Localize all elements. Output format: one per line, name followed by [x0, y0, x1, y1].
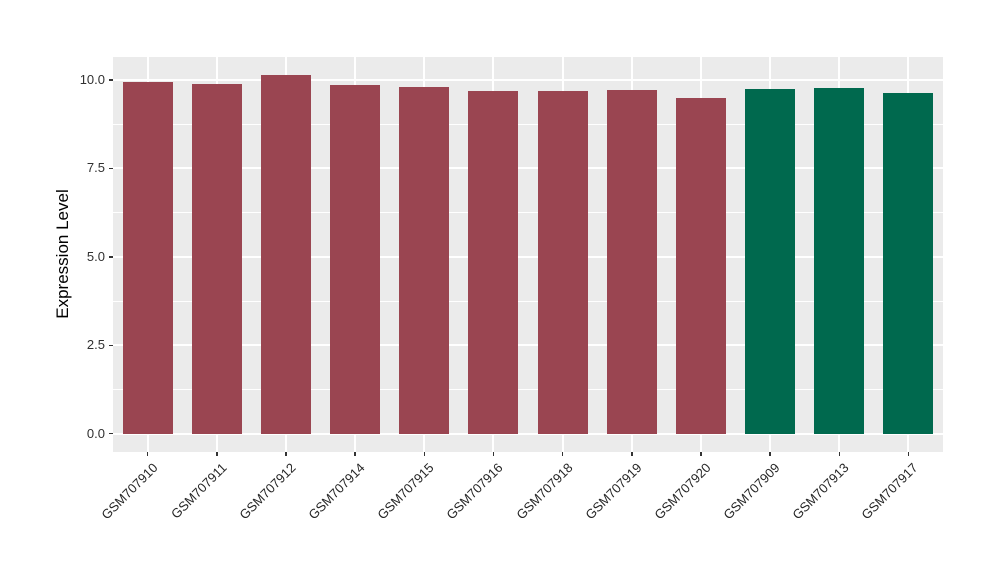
x-tick-label: GSM707909 — [720, 460, 783, 523]
x-tick-label: GSM707912 — [236, 460, 299, 523]
bar — [883, 93, 934, 434]
x-tick-label: GSM707916 — [443, 460, 506, 523]
x-tick-mark — [838, 452, 840, 456]
y-tick-label: 10.0 — [79, 72, 105, 87]
x-tick-label: GSM707911 — [167, 460, 230, 522]
bar — [122, 81, 173, 434]
bar — [330, 84, 381, 434]
x-tick-label: GSM707914 — [305, 460, 368, 523]
minor-gridline — [113, 388, 943, 390]
major-gridline — [113, 255, 943, 258]
x-tick-label: GSM707919 — [582, 460, 645, 523]
x-tick-mark — [561, 452, 564, 456]
major-gridline — [113, 79, 943, 81]
x-tick-label: GSM707917 — [858, 460, 921, 523]
x-tick-mark — [631, 452, 633, 456]
x-tick-mark — [146, 452, 149, 456]
x-tick-mark — [492, 452, 495, 456]
bar — [468, 91, 519, 434]
bar — [745, 88, 796, 434]
minor-gridline — [113, 212, 943, 214]
bar — [191, 84, 242, 434]
bar — [399, 87, 450, 434]
minor-gridline — [113, 300, 943, 302]
x-tick-mark — [354, 452, 356, 456]
major-gridline — [113, 167, 943, 170]
x-tick-mark — [423, 452, 425, 456]
bar — [606, 89, 657, 434]
bar — [260, 75, 311, 434]
x-tick-label: GSM707913 — [789, 460, 852, 523]
x-tick-mark — [216, 452, 218, 456]
y-tick-label: 0.0 — [86, 425, 105, 441]
x-tick-label: GSM707920 — [651, 460, 714, 523]
x-tick-mark — [907, 452, 910, 456]
x-tick-mark — [700, 452, 702, 456]
plot-panel — [113, 57, 943, 452]
bar — [814, 87, 865, 434]
major-gridline — [113, 344, 943, 347]
x-tick-label: GSM707910 — [97, 460, 161, 523]
y-tick-label: 2.5 — [86, 337, 105, 353]
x-tick-mark — [769, 452, 771, 456]
bar — [675, 98, 726, 434]
y-axis-title: Expression Level — [53, 189, 72, 319]
x-tick-label: GSM707915 — [374, 460, 437, 523]
minor-gridline — [113, 123, 943, 125]
x-tick-label: GSM707918 — [512, 460, 576, 523]
x-tick-mark — [285, 452, 287, 456]
major-gridline — [113, 432, 943, 435]
y-tick-label: 7.5 — [86, 160, 105, 176]
bar — [537, 90, 588, 434]
